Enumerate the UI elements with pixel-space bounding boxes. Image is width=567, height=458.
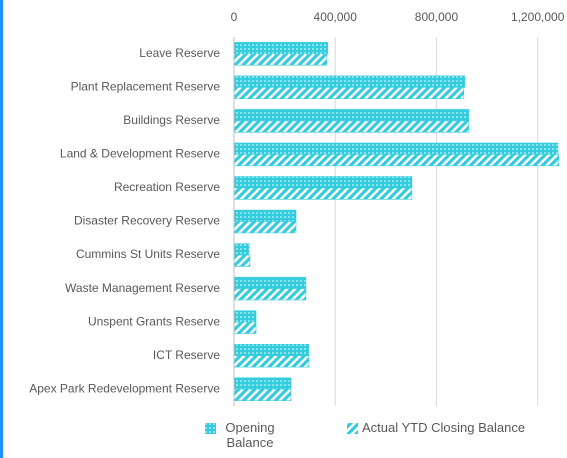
bar (233, 176, 413, 189)
y-tick-label: Land & Development Reserve (60, 147, 220, 161)
bar (233, 87, 465, 100)
bar (233, 109, 470, 122)
legend-swatch (347, 423, 358, 434)
x-tick-label: 0 (231, 10, 238, 24)
bar (233, 53, 328, 66)
y-tick-label: Leave Reserve (139, 46, 220, 60)
legend-swatch-fill (205, 423, 216, 434)
bar (233, 377, 292, 390)
legend-swatch-fill (347, 423, 358, 434)
bar (233, 75, 466, 88)
bar (233, 321, 257, 334)
bar (233, 154, 559, 167)
x-tick-label: 1,200,000 (511, 10, 565, 24)
bar (233, 209, 297, 222)
bar (233, 310, 257, 323)
y-tick-label: ICT Reserve (153, 348, 220, 362)
x-tick-label: 800,000 (415, 10, 459, 24)
legend-item: Actual YTD Closing Balance (347, 420, 525, 435)
bar (233, 355, 310, 368)
legend-item: Opening Balance (205, 420, 280, 450)
bar (233, 254, 251, 267)
bar (233, 288, 307, 301)
y-tick-label: Unspent Grants Reserve (88, 314, 220, 328)
x-tick-label: 400,000 (314, 10, 358, 24)
y-tick-label: Waste Management Reserve (65, 281, 220, 295)
bar (233, 142, 559, 155)
bar (233, 343, 310, 356)
y-tick-label: Plant Replacement Reserve (71, 79, 221, 93)
legend-swatch (205, 423, 216, 434)
bar (233, 42, 328, 55)
y-tick-label: Cummins St Units Reserve (76, 247, 220, 261)
bar (233, 221, 297, 234)
y-tick-label: Recreation Reserve (114, 180, 220, 194)
bar (233, 388, 292, 401)
y-tick-label: Disaster Recovery Reserve (74, 214, 220, 228)
bar (233, 276, 307, 289)
y-tick-label: Buildings Reserve (123, 113, 220, 127)
bar (233, 187, 413, 200)
y-tick-label: Apex Park Redevelopment Reserve (29, 381, 220, 395)
legend-label: Opening Balance (225, 420, 275, 450)
window-edge (0, 0, 3, 458)
bar (233, 120, 470, 133)
legend-label: Actual YTD Closing Balance (362, 420, 526, 435)
bar (233, 243, 250, 256)
